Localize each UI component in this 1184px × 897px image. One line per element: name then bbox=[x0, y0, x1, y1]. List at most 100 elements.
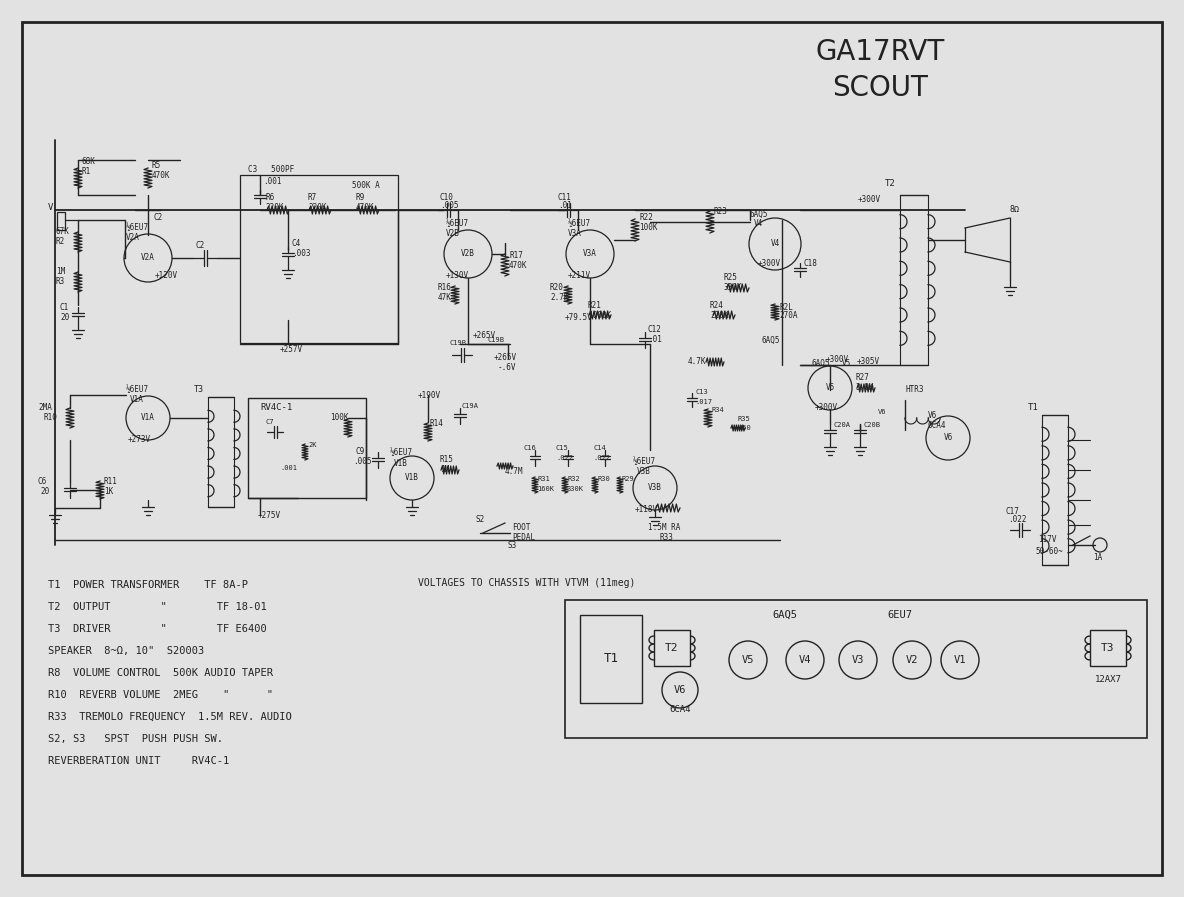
Text: SPEAKER  8~Ω, 10"  S20003: SPEAKER 8~Ω, 10" S20003 bbox=[49, 646, 205, 656]
Text: R16: R16 bbox=[438, 283, 452, 292]
Text: C15: C15 bbox=[556, 445, 568, 451]
Text: V1A: V1A bbox=[130, 396, 144, 405]
Text: T1  POWER TRANSFORMER    TF 8A-P: T1 POWER TRANSFORMER TF 8A-P bbox=[49, 580, 247, 590]
Text: 330K: 330K bbox=[723, 283, 742, 292]
Text: 1A: 1A bbox=[1093, 553, 1102, 562]
Text: 20: 20 bbox=[60, 313, 69, 323]
Text: +300V: +300V bbox=[815, 404, 838, 413]
Text: R25: R25 bbox=[723, 274, 738, 283]
Text: R23: R23 bbox=[714, 207, 728, 216]
Text: +79.5V: +79.5V bbox=[565, 313, 593, 323]
Text: 470K: 470K bbox=[509, 260, 528, 269]
Text: .001: .001 bbox=[263, 178, 282, 187]
Text: .022: .022 bbox=[593, 455, 610, 461]
Text: R29: R29 bbox=[622, 476, 635, 482]
Text: 68K: 68K bbox=[82, 158, 96, 167]
Text: .005: .005 bbox=[440, 202, 458, 211]
Text: 220K: 220K bbox=[308, 203, 327, 212]
Text: 8Ω: 8Ω bbox=[1010, 205, 1019, 214]
Text: +300V: +300V bbox=[758, 259, 781, 268]
Text: R2: R2 bbox=[56, 237, 65, 246]
Text: .003: .003 bbox=[292, 249, 310, 258]
Text: V4: V4 bbox=[799, 655, 811, 665]
Text: R10  REVERB VOLUME  2MEG    "      ": R10 REVERB VOLUME 2MEG " " bbox=[49, 690, 274, 700]
Text: C12: C12 bbox=[648, 326, 662, 335]
Text: FOOT: FOOT bbox=[511, 522, 530, 532]
Text: C13: C13 bbox=[695, 389, 708, 395]
Text: 3.9K: 3.9K bbox=[855, 382, 874, 391]
Text: C4: C4 bbox=[292, 239, 301, 248]
Text: 1.5M RA: 1.5M RA bbox=[648, 522, 681, 532]
Text: V1B: V1B bbox=[405, 474, 419, 483]
Text: +305V: +305V bbox=[857, 358, 880, 367]
Text: V6: V6 bbox=[674, 685, 687, 695]
Text: 6AQ5: 6AQ5 bbox=[762, 335, 780, 344]
Text: T3  DRIVER        "        TF E6400: T3 DRIVER " TF E6400 bbox=[49, 624, 266, 634]
Text: C20A: C20A bbox=[834, 422, 850, 428]
Text: +120V: +120V bbox=[155, 271, 178, 280]
Text: 1M: 1M bbox=[56, 267, 65, 276]
Text: 2.7K: 2.7K bbox=[551, 293, 568, 302]
Text: 100K: 100K bbox=[330, 414, 348, 422]
Text: ½6EU7: ½6EU7 bbox=[633, 457, 656, 466]
Text: R7: R7 bbox=[308, 194, 317, 203]
Text: R27: R27 bbox=[855, 372, 869, 381]
Text: R3: R3 bbox=[56, 276, 65, 285]
Text: C2: C2 bbox=[195, 241, 205, 250]
Text: ½6EU7: ½6EU7 bbox=[126, 223, 149, 232]
Text: 4.7K: 4.7K bbox=[688, 358, 707, 367]
Text: V3: V3 bbox=[851, 655, 864, 665]
Text: +300V: +300V bbox=[826, 355, 849, 364]
Bar bbox=[580, 615, 642, 703]
Text: R5: R5 bbox=[152, 161, 161, 170]
Text: .001: .001 bbox=[279, 465, 297, 471]
Text: C16: C16 bbox=[523, 445, 535, 451]
Text: 1K: 1K bbox=[104, 487, 114, 497]
Text: +211V: +211V bbox=[568, 271, 591, 280]
Text: 160K: 160K bbox=[538, 486, 554, 492]
Text: S2: S2 bbox=[476, 516, 485, 525]
Text: V2A: V2A bbox=[141, 254, 155, 263]
Text: .01: .01 bbox=[558, 202, 572, 211]
Text: 500K A: 500K A bbox=[352, 180, 380, 189]
Text: V2A: V2A bbox=[126, 233, 140, 242]
Bar bbox=[247, 398, 366, 498]
Text: R14: R14 bbox=[430, 420, 444, 429]
Text: PEDAL: PEDAL bbox=[511, 533, 535, 542]
Text: 67K: 67K bbox=[56, 228, 70, 237]
Text: R20: R20 bbox=[551, 283, 564, 292]
Text: 330K: 330K bbox=[567, 486, 584, 492]
Text: V4: V4 bbox=[771, 239, 779, 248]
Text: R9: R9 bbox=[356, 194, 365, 203]
Text: 20: 20 bbox=[40, 487, 50, 497]
Text: T1: T1 bbox=[604, 652, 618, 666]
Text: R8  VOLUME CONTROL  500K AUDIO TAPER: R8 VOLUME CONTROL 500K AUDIO TAPER bbox=[49, 668, 274, 678]
Text: +118V: +118V bbox=[635, 506, 658, 515]
Text: REVERBERATION UNIT     RV4C-1: REVERBERATION UNIT RV4C-1 bbox=[49, 756, 230, 766]
Text: 470K: 470K bbox=[356, 203, 374, 212]
Text: SCOUT: SCOUT bbox=[832, 74, 928, 102]
Text: C19B: C19B bbox=[488, 337, 506, 343]
Text: T2: T2 bbox=[884, 179, 896, 187]
Text: V6: V6 bbox=[879, 409, 887, 415]
Text: T3: T3 bbox=[194, 386, 204, 395]
Text: +190V: +190V bbox=[418, 390, 442, 399]
Text: R34: R34 bbox=[712, 407, 725, 413]
Text: R21: R21 bbox=[588, 300, 601, 309]
Text: 150: 150 bbox=[738, 425, 751, 431]
Text: C19B: C19B bbox=[450, 340, 466, 346]
Text: -.6V: -.6V bbox=[498, 363, 516, 372]
Text: 117V: 117V bbox=[1038, 536, 1056, 544]
Text: 1000K: 1000K bbox=[588, 310, 611, 319]
Text: R32: R32 bbox=[567, 476, 580, 482]
Text: V2: V2 bbox=[906, 655, 919, 665]
Text: C19A: C19A bbox=[462, 403, 480, 409]
Text: V5: V5 bbox=[741, 655, 754, 665]
Text: V: V bbox=[49, 204, 53, 213]
Text: V1A: V1A bbox=[141, 414, 155, 422]
Text: 4.7M: 4.7M bbox=[506, 467, 523, 476]
Text: R24: R24 bbox=[710, 300, 723, 309]
Text: R11: R11 bbox=[104, 477, 118, 486]
Bar bbox=[654, 630, 690, 666]
Text: V2B: V2B bbox=[446, 230, 459, 239]
